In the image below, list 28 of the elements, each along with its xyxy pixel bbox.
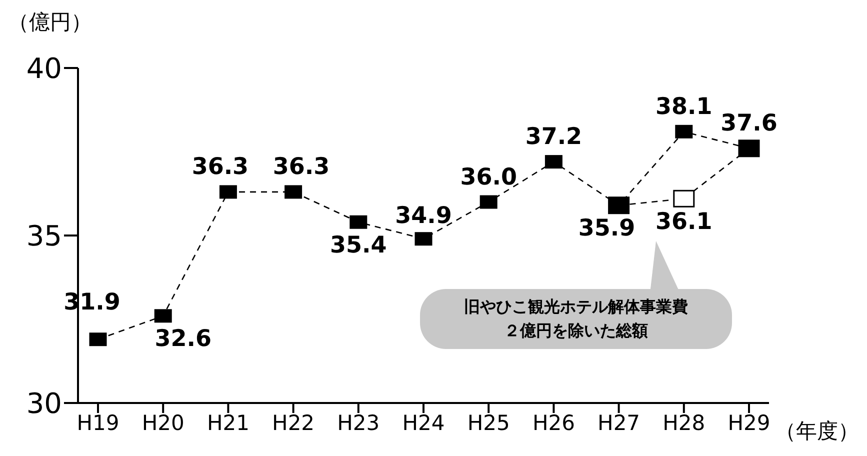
data-label: 38.1 [656,94,712,120]
data-label: 35.9 [578,216,636,242]
x-tick-label: H26 [532,410,575,435]
y-tick-label: 40 [26,52,62,85]
x-tick-label: H29 [728,410,770,435]
annotation: 旧やひこ観光ホテル解体事業費２億円を除いた総額 [463,296,690,342]
x-tick-label: H28 [662,410,706,435]
data-label: 35.4 [330,232,387,258]
data-label: 36.3 [272,154,330,180]
data-label: 37.6 [720,110,778,137]
x-tick-label: H27 [598,410,640,435]
y-axis-title: （億円） [8,9,92,36]
y-tick-label: 35 [26,219,62,252]
x-tick-label: H25 [467,410,510,435]
y-tick-label: 30 [26,386,62,420]
x-tick-label: H19 [76,410,120,435]
x-tick-label: H20 [142,410,184,435]
x-tick-label: H24 [402,410,445,435]
data-label: 36.3 [192,154,249,180]
x-axis-title: （年度） [775,418,859,445]
data-label: 34.9 [395,203,452,230]
data-label: 36.0 [460,164,517,190]
data-label: 36.1 [656,208,712,235]
x-tick-label: H21 [206,410,250,435]
x-tick-label: H22 [272,410,315,435]
data-label: 32.6 [154,326,212,352]
x-tick-label: H23 [337,410,380,435]
data-label: 37.2 [525,124,582,150]
